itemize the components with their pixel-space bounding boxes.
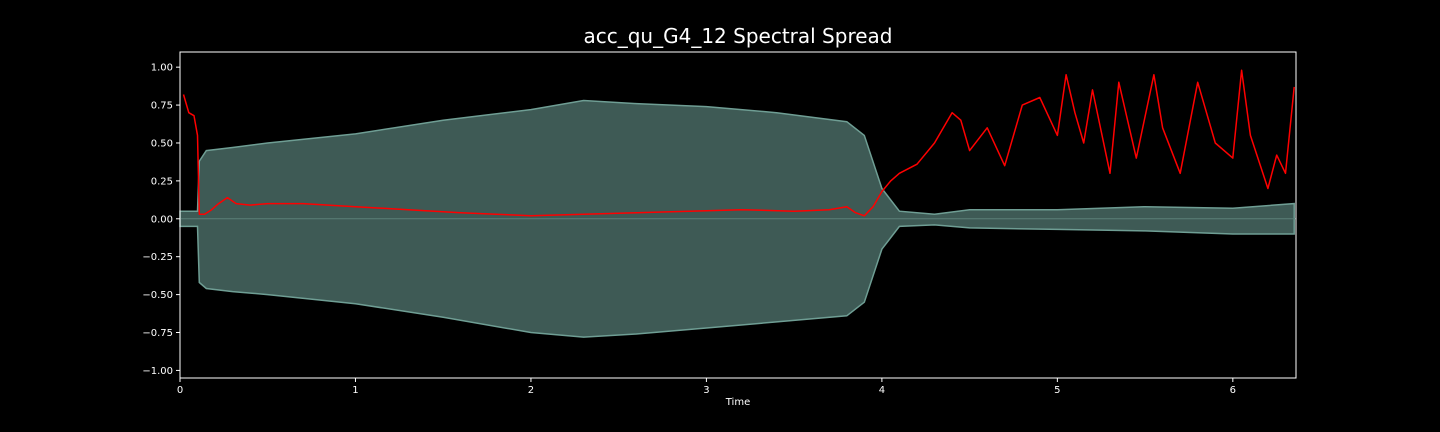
spectral-spread-line [182,69,1295,217]
x-tick-label: 4 [879,385,885,396]
y-tick-label: −0.75 [142,328,173,339]
x-axis-ticks: 0 1 2 3 4 5 6 [177,378,1236,396]
x-tick-label: 0 [177,385,183,396]
y-tick-label: −0.50 [142,290,173,301]
y-tick-label: 0.75 [151,101,173,112]
chart-title: acc_qu_G4_12 Spectral Spread [583,24,893,48]
y-tick-label: 1.00 [151,63,173,74]
x-tick-label: 6 [1230,385,1236,396]
x-tick-label: 3 [703,385,709,396]
x-tick-label: 5 [1054,385,1060,396]
x-tick-label: 2 [528,385,534,396]
y-tick-label: −1.00 [142,366,173,377]
x-axis-label: Time [725,397,751,408]
spectral-spread-layer [182,69,1295,217]
y-axis-ticks: 1.00 0.75 0.50 0.25 0.00 −0.25 −0.50 −0.75 −1.00 [142,63,180,377]
x-tick-label: 1 [352,385,358,396]
y-tick-label: −0.25 [142,252,173,263]
y-tick-label: 0.00 [151,214,173,225]
y-tick-label: 0.50 [151,138,173,149]
y-tick-label: 0.25 [151,176,173,187]
axes-frame [179,51,1297,379]
